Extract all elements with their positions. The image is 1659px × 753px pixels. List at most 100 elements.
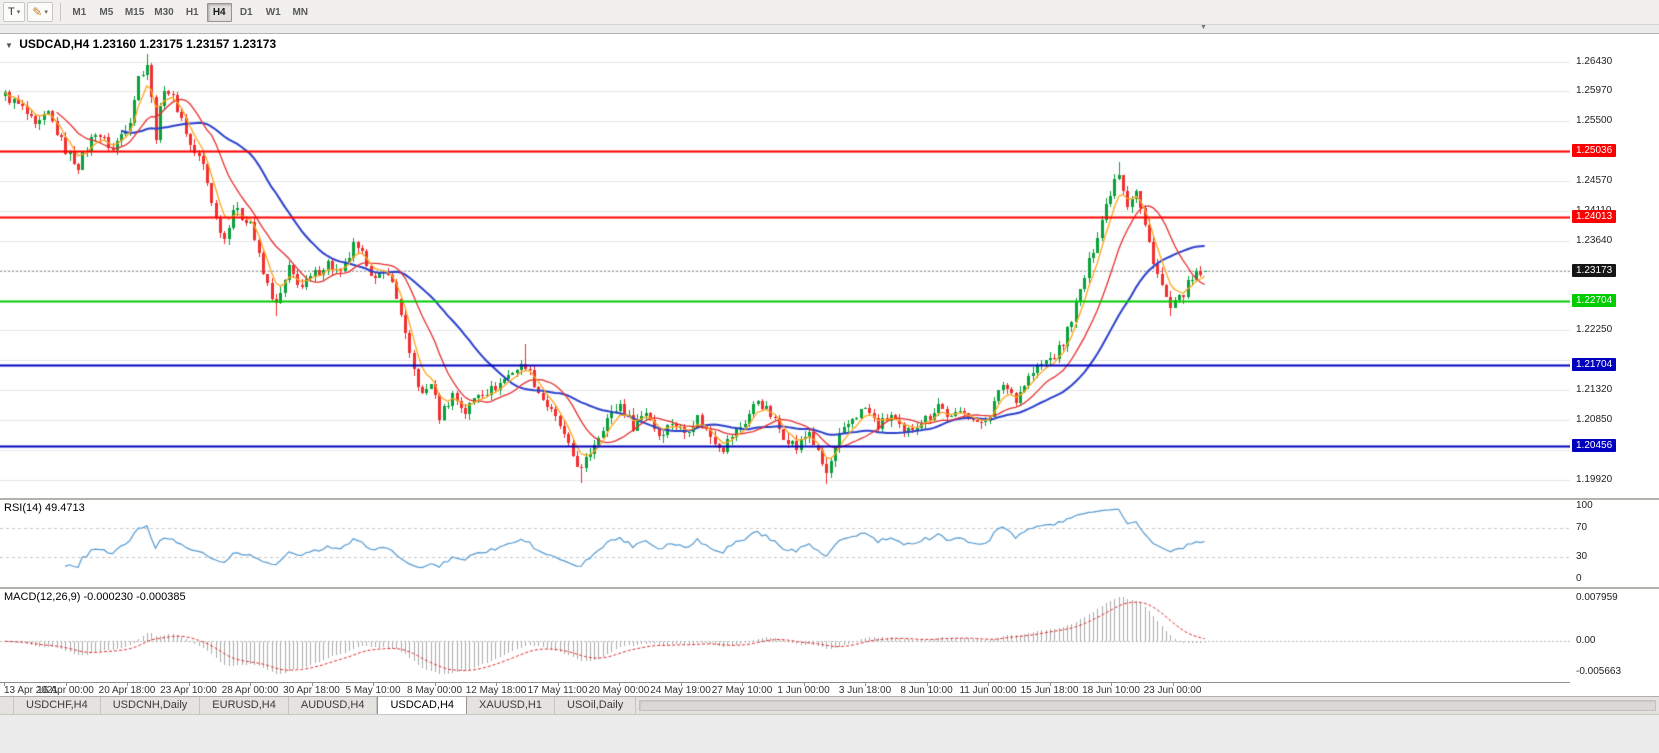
macd-plot (0, 589, 1570, 682)
time-axis-tick (496, 683, 497, 686)
price-axis-label: 1.22250 (1576, 324, 1613, 335)
main-chart-canvas[interactable] (0, 34, 1570, 498)
time-axis-label: 28 Apr 00:00 (221, 685, 279, 696)
timeframe-button-m5[interactable]: M5 (94, 3, 119, 22)
timeframe-button-m15[interactable]: M15 (121, 3, 148, 22)
time-axis-tick (803, 683, 805, 686)
level-price-badge: 1.25036 (1572, 144, 1617, 157)
main-price-pane: ▼ USDCAD,H4 1.23160 1.23175 1.23157 1.23… (0, 34, 1659, 498)
time-axis-tick (926, 683, 928, 686)
level-price-badge: 1.24013 (1572, 210, 1617, 223)
chart-ohlc-quotes: 1.23160 1.23175 1.23157 1.23173 (92, 37, 277, 51)
tab-usdcad-h4[interactable]: USDCAD,H4 (377, 697, 468, 714)
rsi-pane: RSI(14) 49.4713 100 70 30 0 (0, 500, 1659, 587)
colors-tool-button[interactable]: ✎ ▾ (27, 2, 53, 22)
timeframe-button-mn[interactable]: MN (288, 3, 313, 22)
time-axis-label: 5 May 10:00 (345, 685, 401, 696)
chevron-down-icon: ▾ (44, 9, 48, 16)
time-axis-tick (250, 683, 251, 686)
level-price-badge: 1.21704 (1572, 358, 1617, 371)
time-axis-tick (1111, 683, 1112, 686)
price-axis-label: 1.19920 (1576, 474, 1613, 485)
time-axis-tick (865, 683, 866, 686)
level-price-badge: 1.22704 (1572, 294, 1617, 307)
tab-usdcnh-daily[interactable]: USDCNH,Daily (101, 697, 201, 714)
time-axis-label: 13 Apr 2021 (4, 685, 58, 696)
rsi-axis[interactable]: 100 70 30 0 (1571, 500, 1659, 587)
time-axis-label: 23 Apr 10:00 (160, 685, 217, 696)
price-axis-label: 1.23640 (1576, 235, 1613, 246)
timeframe-button-m30[interactable]: M30 (150, 3, 177, 22)
chart-scroll-strip[interactable]: ▼ (0, 24, 1659, 33)
timeframe-button-h1[interactable]: H1 (180, 3, 205, 22)
rsi-axis-label: 30 (1576, 551, 1588, 562)
time-axis-tick (65, 683, 67, 686)
time-axis-label: 16 Apr 00:00 (37, 685, 94, 696)
chevron-down-icon: ▾ (16, 9, 21, 16)
macd-label: MACD(12,26,9) -0.000230 -0.000385 (4, 591, 186, 603)
quick-trade-arrow-icon[interactable]: ▼ (5, 41, 13, 50)
macd-canvas[interactable] (0, 589, 1570, 682)
price-axis[interactable]: 1.264301.259701.255001.245701.241101.236… (1571, 34, 1659, 498)
time-axis-label: 3 Jun 18:00 (838, 685, 892, 696)
time-axis-label: 20 Apr 18:00 (98, 685, 156, 696)
pane-splitter[interactable] (0, 498, 1659, 500)
price-axis-label: 1.21320 (1576, 384, 1613, 395)
time-axis-label: 27 May 10:00 (711, 685, 773, 696)
chart-title: ▼ USDCAD,H4 1.23160 1.23175 1.23157 1.23… (5, 37, 276, 51)
chart-tab-bar: USDCHF,H4 USDCNH,Daily EURUSD,H4 AUDUSD,… (0, 696, 1659, 714)
macd-axis-label: 0.00 (1576, 635, 1596, 646)
timeframe-button-d1[interactable]: D1 (234, 3, 259, 22)
tab-bar-scrollbar[interactable] (639, 700, 1656, 711)
chart-shift-marker[interactable]: ▼ (1200, 24, 1207, 31)
timeframe-button-w1[interactable]: W1 (261, 3, 286, 22)
timeframe-button-h4[interactable]: H4 (206, 2, 232, 22)
time-axis-label: 24 May 19:00 (650, 685, 711, 696)
time-axis-tick (373, 683, 374, 686)
time-axis-tick (1172, 683, 1174, 686)
time-axis-tick (188, 683, 190, 686)
rsi-axis-label: 70 (1576, 522, 1588, 533)
window-bottom-area (0, 714, 1659, 753)
price-axis-label: 1.25500 (1576, 115, 1613, 126)
time-axis-tick (127, 683, 128, 686)
rsi-axis-label: 0 (1576, 573, 1582, 584)
time-axis-label: 8 May 00:00 (406, 685, 463, 696)
rsi-plot (0, 500, 1570, 587)
tab-usdchf-h4[interactable]: USDCHF,H4 (14, 697, 101, 714)
time-axis-tick (4, 683, 5, 686)
tab-audusd-h4[interactable]: AUDUSD,H4 (289, 697, 378, 714)
text-tool-icon: T (8, 6, 15, 18)
time-axis-label: 15 Jun 18:00 (1020, 685, 1079, 696)
pencil-icon: ✎ (32, 5, 43, 19)
time-axis-label: 8 Jun 10:00 (900, 685, 953, 696)
current-price-badge: 1.23173 (1572, 264, 1617, 277)
tab-usoil-daily[interactable]: USOil,Daily (555, 697, 637, 714)
time-axis-tick (1049, 683, 1051, 686)
time-axis[interactable]: 13 Apr 2021 16 Apr 00:00 20 Apr 18:00 23 Ap… (0, 682, 1570, 697)
time-axis-tick (311, 683, 313, 686)
time-axis-tick (680, 683, 682, 686)
time-axis-label: 1 Jun 00:00 (777, 685, 830, 696)
chart-symbol: USDCAD,H4 (19, 37, 90, 51)
pane-splitter[interactable] (0, 587, 1659, 589)
time-axis-label: 18 Jun 10:00 (1082, 685, 1140, 696)
chart-area: ▼ USDCAD,H4 1.23160 1.23175 1.23157 1.23… (0, 33, 1659, 697)
level-price-badge: 1.20456 (1572, 439, 1617, 452)
macd-axis[interactable]: 0.007959 0.00 -0.005663 (1571, 589, 1659, 682)
text-tool-button[interactable]: T ▾ (3, 2, 26, 22)
tab-eurusd-h4[interactable]: EURUSD,H4 (200, 697, 289, 714)
time-axis-label: 12 May 18:00 (465, 685, 527, 696)
timeframe-button-m1[interactable]: M1 (67, 3, 92, 22)
time-axis-label: 23 Jun 00:00 (1143, 685, 1202, 696)
tab-scroll-button[interactable] (0, 697, 14, 714)
time-axis-tick (557, 683, 559, 686)
macd-pane: MACD(12,26,9) -0.000230 -0.000385 0.0079… (0, 589, 1659, 682)
rsi-canvas[interactable] (0, 500, 1570, 587)
toolbar: T ▾ ✎ ▾ M1 M5 M15 M30 H1 H4 D1 W1 MN (0, 0, 1659, 25)
toolbar-separator (59, 3, 61, 21)
macd-axis-label: 0.007959 (1576, 592, 1618, 603)
macd-axis-label: -0.005663 (1576, 666, 1622, 677)
tab-xauusd-h1[interactable]: XAUUSD,H1 (467, 697, 555, 714)
